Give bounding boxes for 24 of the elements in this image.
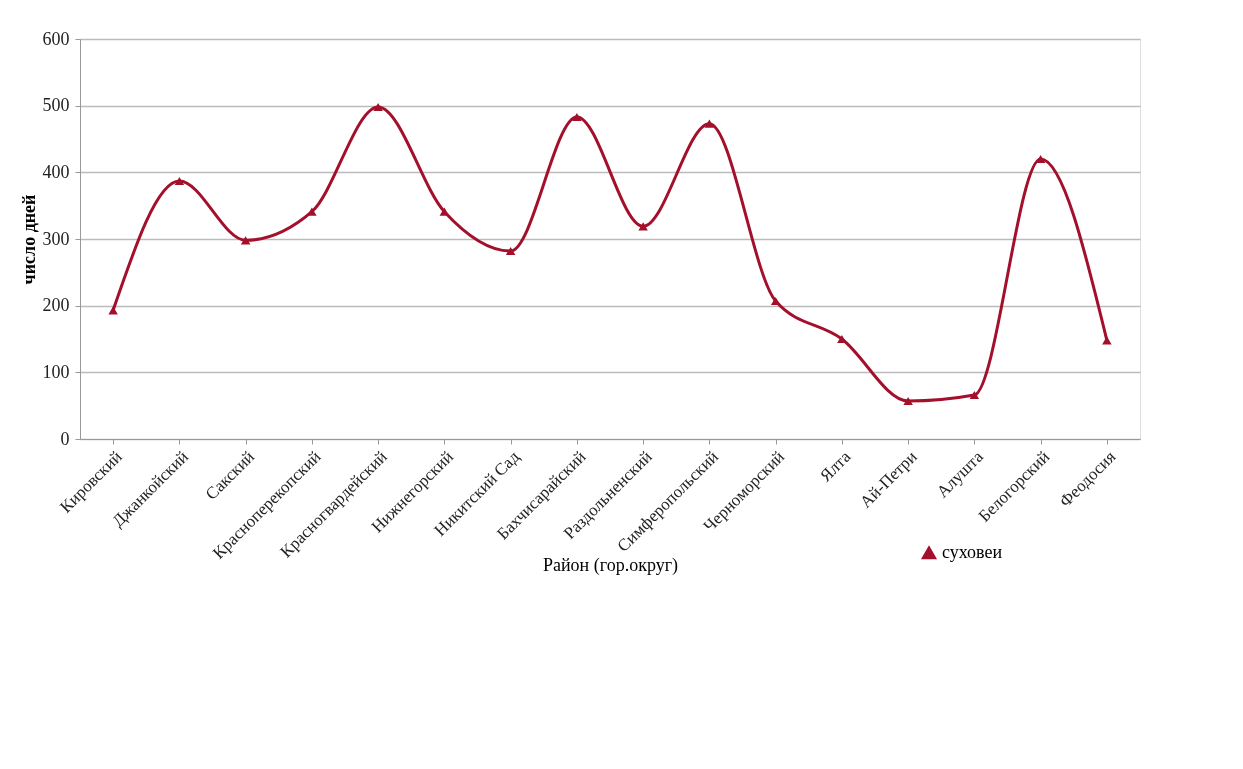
point (969, 390, 980, 400)
y-tick-label: 300 (42, 228, 70, 249)
point (638, 222, 648, 231)
point (572, 112, 582, 122)
point (174, 176, 185, 186)
point (108, 306, 118, 315)
point (439, 207, 450, 216)
point (240, 236, 251, 245)
y-tick-label: 0 (60, 428, 70, 449)
y-tick-label: 200 (42, 295, 70, 316)
point (903, 396, 913, 406)
point (505, 246, 516, 256)
point (307, 207, 317, 216)
legend-label: суховеи (942, 542, 1003, 562)
point (770, 296, 781, 306)
y-tick-label: 500 (42, 95, 70, 116)
point (704, 119, 715, 128)
point (373, 102, 383, 112)
y-tick-label: 100 (42, 361, 70, 382)
y-tick-label: 600 (42, 28, 70, 49)
x-axis-title: Район (гор.округ) (542, 554, 679, 576)
point (837, 334, 847, 344)
y-axis-title: число дней (18, 194, 39, 285)
y-tick-label: 400 (42, 161, 70, 182)
